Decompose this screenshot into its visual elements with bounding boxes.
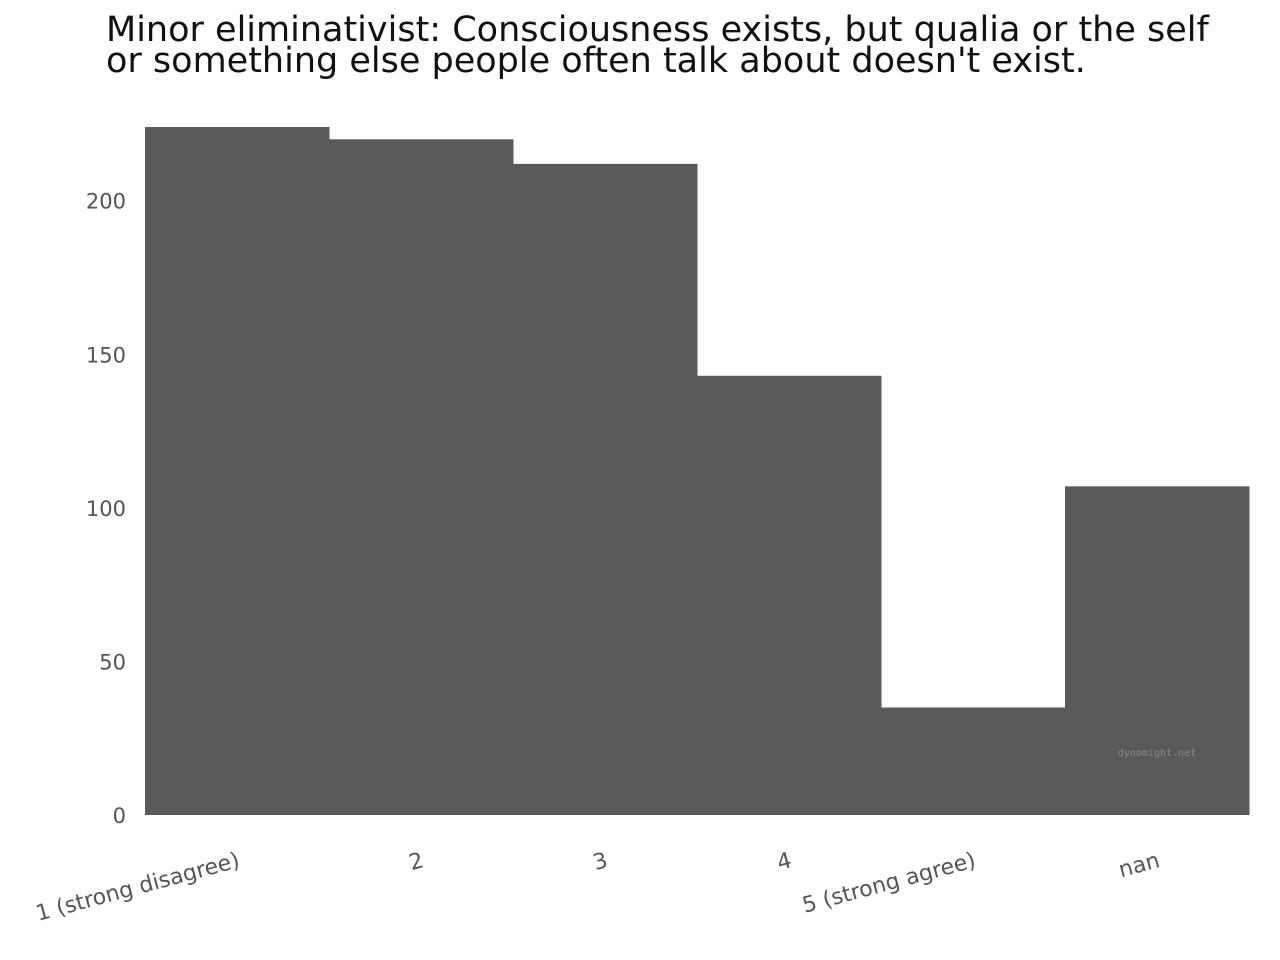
x-tick-label-0: 1 (strong disagree) xyxy=(33,848,242,926)
bar-1 xyxy=(329,139,514,816)
x-tick-label-2: 3 xyxy=(590,848,610,876)
watermark-text: dynomight.net xyxy=(1118,748,1196,759)
y-tick-label-4: 200 xyxy=(86,190,126,214)
chart-title-line-1: Minor eliminativist: Consciousness exist… xyxy=(106,10,1210,50)
y-tick-label-3: 150 xyxy=(86,343,126,367)
x-tick-label-4: 5 (strong agree) xyxy=(800,848,979,918)
y-tick-label-2: 100 xyxy=(86,497,126,521)
x-tick-label-3: 4 xyxy=(774,848,794,876)
chart-title-line-2: or something else people often talk abou… xyxy=(106,41,1086,81)
x-tick-label-5: nan xyxy=(1116,848,1162,883)
bar-3 xyxy=(697,375,882,815)
y-tick-label-1: 50 xyxy=(99,650,126,674)
bar-2 xyxy=(513,163,698,815)
x-tick-label-1: 2 xyxy=(406,848,426,876)
bar-4 xyxy=(881,707,1066,815)
chart-title: Minor eliminativist: Consciousness exist… xyxy=(106,10,1210,81)
y-tick-label-0: 0 xyxy=(113,804,126,828)
bar-0 xyxy=(145,127,330,815)
y-axis-ticks: 0 50 100 150 200 xyxy=(86,190,126,828)
bar-5 xyxy=(1065,486,1250,815)
bars xyxy=(145,127,1250,816)
x-axis-ticks: 1 (strong disagree) 2 3 4 5 (strong agree) na… xyxy=(33,848,1162,926)
